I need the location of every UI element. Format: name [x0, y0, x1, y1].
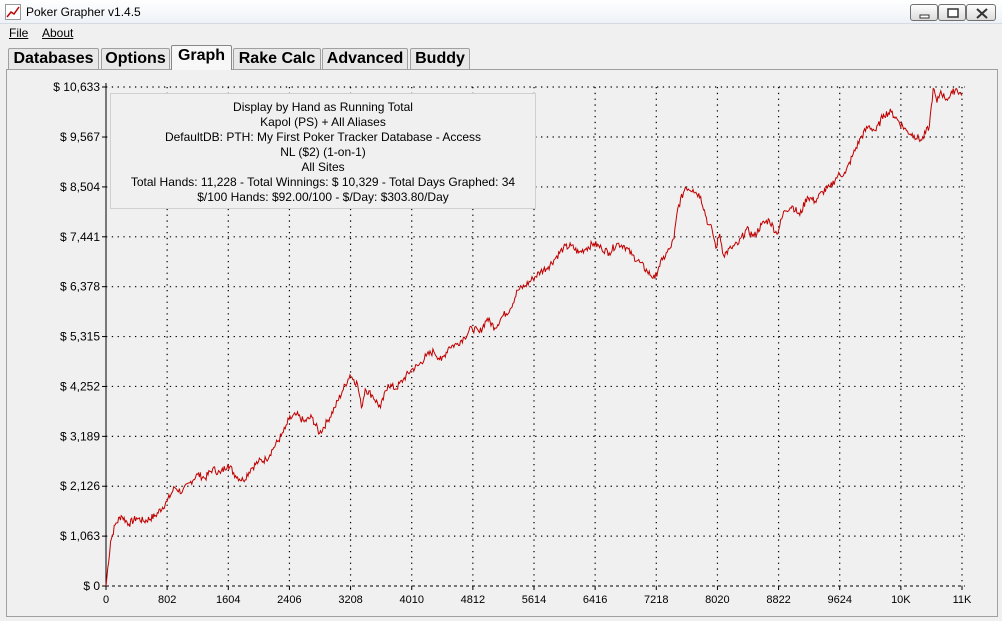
x-tick-label: 10K: [891, 594, 911, 606]
y-tick-label: $ 4,252: [60, 379, 100, 393]
y-tick-label: $ 10,633: [53, 80, 100, 94]
minimize-icon: [919, 14, 930, 19]
y-tick-label: $ 5,315: [60, 330, 100, 344]
info-totals: Total Hands: 11,228 - Total Winnings: $ …: [130, 175, 516, 189]
y-tick-label: $ 7,441: [60, 230, 100, 244]
y-tick-label: $ 9,567: [60, 130, 100, 144]
y-tick-label: $ 3,189: [60, 429, 100, 443]
title-bar: Poker Grapher v1.4.5: [0, 0, 1002, 24]
x-tick-label: 7218: [644, 594, 668, 606]
running-total-chart: $ 0 $ 1,063 $ 2,126 $ 3,189 $ 4,252 $ 5,315 $ …: [53, 80, 972, 606]
x-tick-label: 0: [103, 594, 109, 606]
minimize-button[interactable]: [910, 4, 938, 21]
tab-divider: [6, 69, 998, 70]
x-tick-label: 3208: [338, 594, 362, 606]
tab-advanced[interactable]: Advanced: [322, 48, 408, 70]
x-tick-label: 11K: [953, 594, 972, 606]
close-button[interactable]: [966, 4, 996, 21]
menu-bar: File About: [0, 24, 1002, 42]
close-icon: [976, 8, 988, 19]
graph-panel: $ 0 $ 1,063 $ 2,126 $ 3,189 $ 4,252 $ 5,315 $ …: [6, 70, 998, 617]
x-tick-label: 8822: [766, 594, 790, 606]
tab-options[interactable]: Options: [101, 48, 170, 70]
tab-buddy[interactable]: Buddy: [410, 48, 470, 70]
info-database: DefaultDB: PTH: My First Poker Tracker D…: [164, 130, 482, 144]
x-tick-label: 8020: [705, 594, 729, 606]
x-tick-label: 4812: [461, 594, 485, 606]
x-tick-label: 9624: [827, 594, 851, 606]
x-tick-label: 802: [158, 594, 176, 606]
x-tick-label: 1604: [216, 594, 240, 606]
info-display-mode: Display by Hand as Running Total: [233, 100, 413, 114]
graph-info-box: Display by Hand as Running Total Kapol (…: [110, 93, 536, 209]
y-tick-label: $ 2,126: [60, 479, 100, 493]
maximize-button[interactable]: [938, 4, 966, 21]
info-game-type: NL ($2) (1-on-1): [280, 145, 366, 159]
y-tick-label: $ 6,378: [60, 280, 100, 294]
tab-rake-calc[interactable]: Rake Calc: [233, 48, 321, 70]
menu-about[interactable]: About: [42, 26, 74, 40]
info-player: Kapol (PS) + All Aliases: [260, 115, 386, 129]
tab-graph[interactable]: Graph: [171, 45, 232, 70]
x-tick-label: 2406: [277, 594, 301, 606]
y-tick-label: $ 8,504: [60, 180, 100, 194]
x-tick-label: 5614: [522, 594, 546, 606]
y-tick-label: $ 0: [83, 579, 100, 593]
tab-databases[interactable]: Databases: [8, 48, 99, 70]
maximize-icon: [947, 8, 959, 18]
y-tick-label: $ 1,063: [60, 529, 100, 543]
menu-file[interactable]: File: [9, 26, 29, 40]
window-title: Poker Grapher v1.4.5: [26, 5, 141, 19]
app-chart-icon: [5, 4, 21, 20]
running-total-line: [105, 87, 963, 587]
x-tick-label: 4010: [399, 594, 423, 606]
info-rates: $/100 Hands: $92.00/100 - $/Day: $303.80…: [197, 190, 449, 204]
info-sites: All Sites: [301, 160, 345, 174]
tab-strip: Databases Options Graph Rake Calc Advanc…: [0, 44, 1002, 70]
x-tick-label: 6416: [583, 594, 607, 606]
